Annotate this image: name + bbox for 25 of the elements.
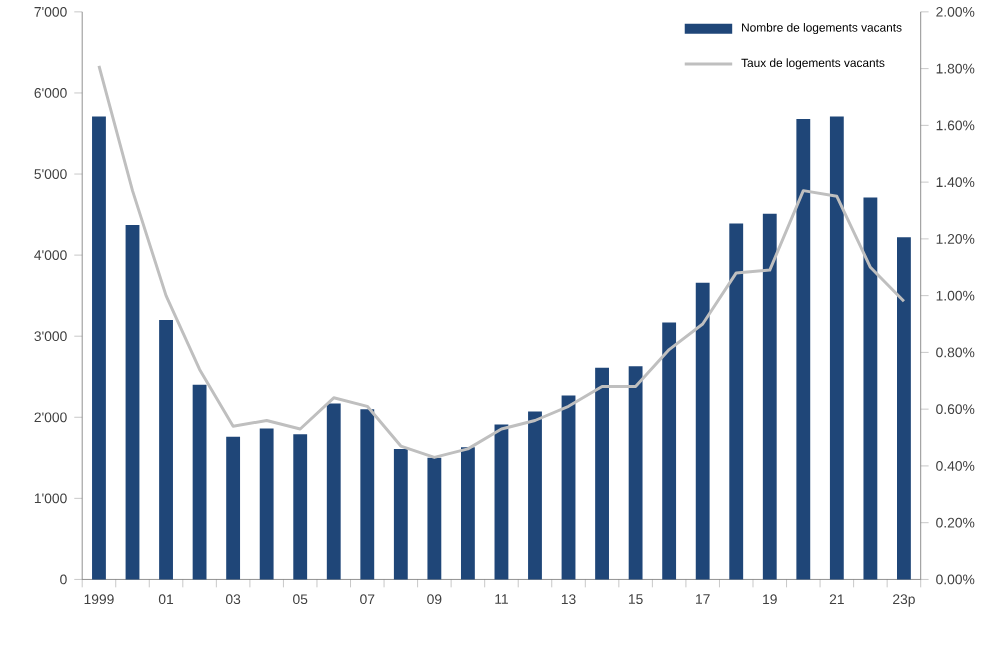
bar	[460, 447, 475, 580]
bar	[360, 408, 375, 580]
bar	[494, 424, 509, 580]
bar	[326, 403, 341, 580]
bar	[628, 366, 643, 580]
bar	[796, 118, 811, 580]
bar	[863, 197, 878, 580]
bar	[192, 384, 207, 580]
bar	[92, 116, 106, 580]
bar	[259, 428, 274, 580]
bar	[561, 395, 576, 580]
bar	[125, 224, 140, 580]
bar	[528, 411, 542, 580]
bar	[729, 223, 744, 580]
bar	[393, 448, 408, 580]
bar	[662, 322, 677, 580]
bar	[829, 116, 844, 580]
bar	[897, 237, 911, 580]
bar	[293, 434, 308, 580]
bar	[159, 319, 173, 580]
bar	[427, 457, 442, 580]
bar	[695, 282, 710, 580]
bar	[595, 367, 609, 580]
bar	[226, 436, 241, 580]
bar	[762, 213, 777, 580]
